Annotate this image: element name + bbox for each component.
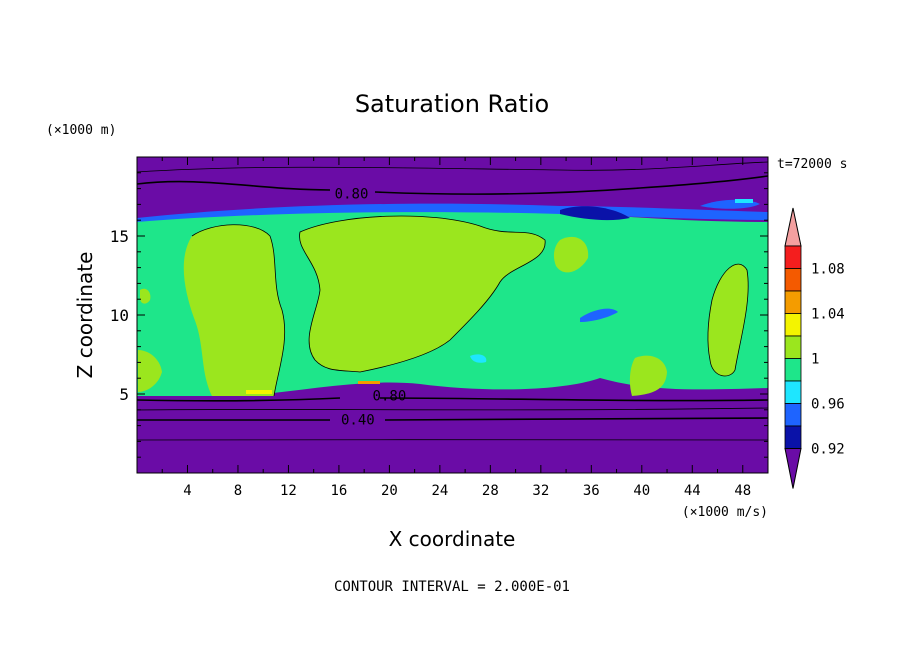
y-tick-label: 5 — [119, 385, 129, 404]
y-axis-label: Z coordinate — [73, 252, 97, 379]
x-tick-label: 48 — [734, 483, 751, 499]
colorbar-extend-max — [784, 207, 802, 247]
y-tick-label: 10 — [110, 306, 129, 325]
colorbar-segment — [784, 290, 802, 314]
time-label: t=72000 s — [777, 157, 847, 172]
colorbar-segment — [784, 380, 802, 404]
colorbar-segment — [784, 358, 802, 382]
contour-label: 0.80 — [373, 389, 407, 405]
x-tick-label: 32 — [532, 483, 549, 499]
colorbar-segment — [784, 268, 802, 292]
colorbar-segment — [784, 245, 802, 269]
colorbar-extend-min — [784, 448, 802, 489]
contour-label: 0.80 — [335, 186, 369, 202]
x-tick-label: 36 — [583, 483, 600, 499]
x-tick-label: 4 — [183, 483, 191, 499]
chart-title: Saturation Ratio — [355, 90, 549, 118]
colorbar-segment — [784, 335, 802, 359]
colorbar-tick-label: 1 — [811, 352, 819, 368]
x-tick-label: 24 — [431, 483, 448, 499]
colorbar-segment — [784, 313, 802, 337]
x-tick-label: 16 — [330, 483, 347, 499]
colorbar-tick-label: 0.92 — [811, 442, 845, 458]
colorbar-segment — [784, 425, 802, 449]
x-tick-label: 12 — [280, 483, 297, 499]
colorbar: 0.92 0.96 1 1.04 1.08 — [784, 207, 845, 489]
x-tick-label: 28 — [482, 483, 499, 499]
x-unit-label: (×1000 m/s) — [682, 505, 768, 520]
colorbar-tick-label: 0.96 — [811, 397, 845, 413]
colorbar-tick-label: 1.04 — [811, 307, 845, 323]
contour-labels: 0.80 0.80 0.40 — [335, 186, 407, 428]
x-tick-label: 44 — [684, 483, 701, 499]
contour-interval-note: CONTOUR INTERVAL = 2.000E-01 — [334, 579, 570, 595]
x-axis-label: X coordinate — [389, 527, 516, 551]
y-tick-label: 15 — [110, 227, 129, 246]
x-tick-label: 40 — [633, 483, 650, 499]
colorbar-segment — [784, 403, 802, 427]
colorbar-tick-label: 1.08 — [811, 262, 845, 278]
y-unit-label: (×1000 m) — [46, 123, 116, 138]
x-tick-label: 8 — [234, 483, 242, 499]
y-axis: 5 10 15 — [110, 172, 768, 458]
x-axis: 4 8 12 16 20 24 28 32 36 40 44 48 — [161, 157, 751, 499]
x-tick-label: 20 — [381, 483, 398, 499]
contour-field — [137, 157, 768, 473]
contour-label: 0.40 — [341, 412, 375, 428]
